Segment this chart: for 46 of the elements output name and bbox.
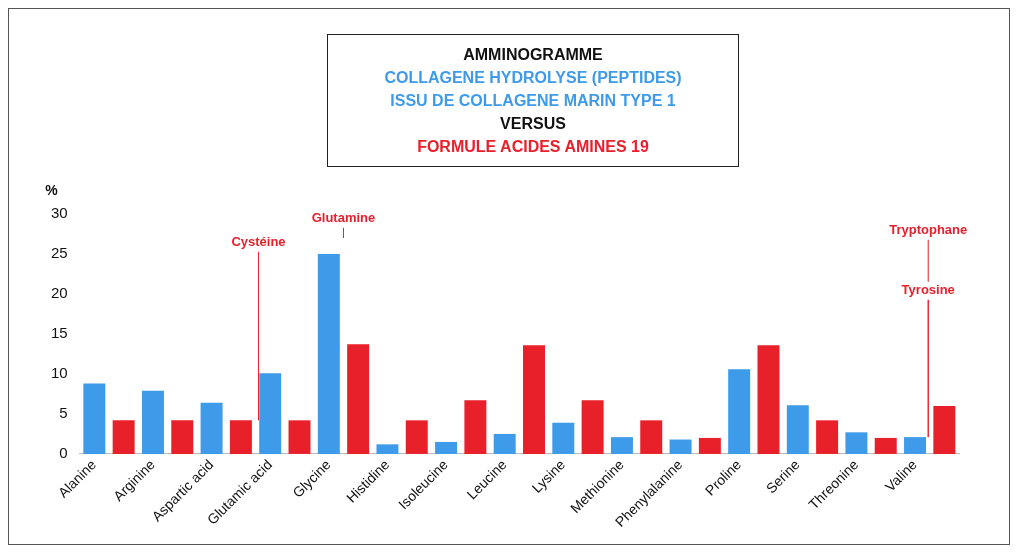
bar (904, 437, 927, 454)
bar (347, 344, 370, 454)
bar (786, 405, 809, 454)
bar (757, 345, 780, 454)
y-tick-label: 30 (51, 204, 68, 222)
annotation: Glutamine (311, 210, 376, 226)
bar (200, 402, 223, 454)
annotation: Cystéine (231, 234, 286, 250)
bar (669, 439, 692, 454)
y-tick-label: 0 (59, 444, 68, 462)
y-tick-label: 10 (51, 364, 68, 382)
bar (610, 437, 633, 454)
bar (523, 345, 545, 454)
y-tick-label: 5 (59, 404, 68, 422)
bar (816, 420, 839, 454)
bar (317, 253, 340, 454)
bar (83, 383, 106, 454)
bar (640, 420, 663, 454)
bar (845, 432, 868, 454)
chart-subtitle: VERSUS (499, 114, 567, 134)
bar (874, 437, 897, 454)
bar (405, 420, 428, 454)
bar (698, 437, 721, 454)
y-tick-label: 15 (51, 324, 68, 342)
text: FORMULE ACIDES AMINES 19 (416, 137, 650, 157)
bar (464, 400, 487, 454)
bar (435, 441, 458, 454)
bar (112, 420, 135, 454)
bar (581, 400, 604, 454)
bar (141, 390, 164, 454)
bar (493, 433, 516, 454)
bar (171, 420, 194, 454)
y-axis-title: % (45, 181, 59, 198)
annotation: Tyrosine (901, 282, 955, 298)
bar (259, 373, 282, 454)
annotation: Tryptophane (889, 222, 968, 238)
bar (552, 422, 575, 454)
bar (288, 420, 311, 454)
bar (376, 444, 399, 454)
y-tick-label: 20 (51, 284, 68, 302)
bar (933, 405, 956, 454)
text: COLLAGENE HYDROLYSE (PEPTIDES) ISSU DE COLLAGENE MARIN TYPE 1 (383, 68, 683, 111)
chart-title: AMMINOGRAMME (462, 45, 604, 65)
y-tick-label: 25 (51, 244, 68, 262)
bar (728, 369, 751, 454)
bar (229, 420, 252, 454)
